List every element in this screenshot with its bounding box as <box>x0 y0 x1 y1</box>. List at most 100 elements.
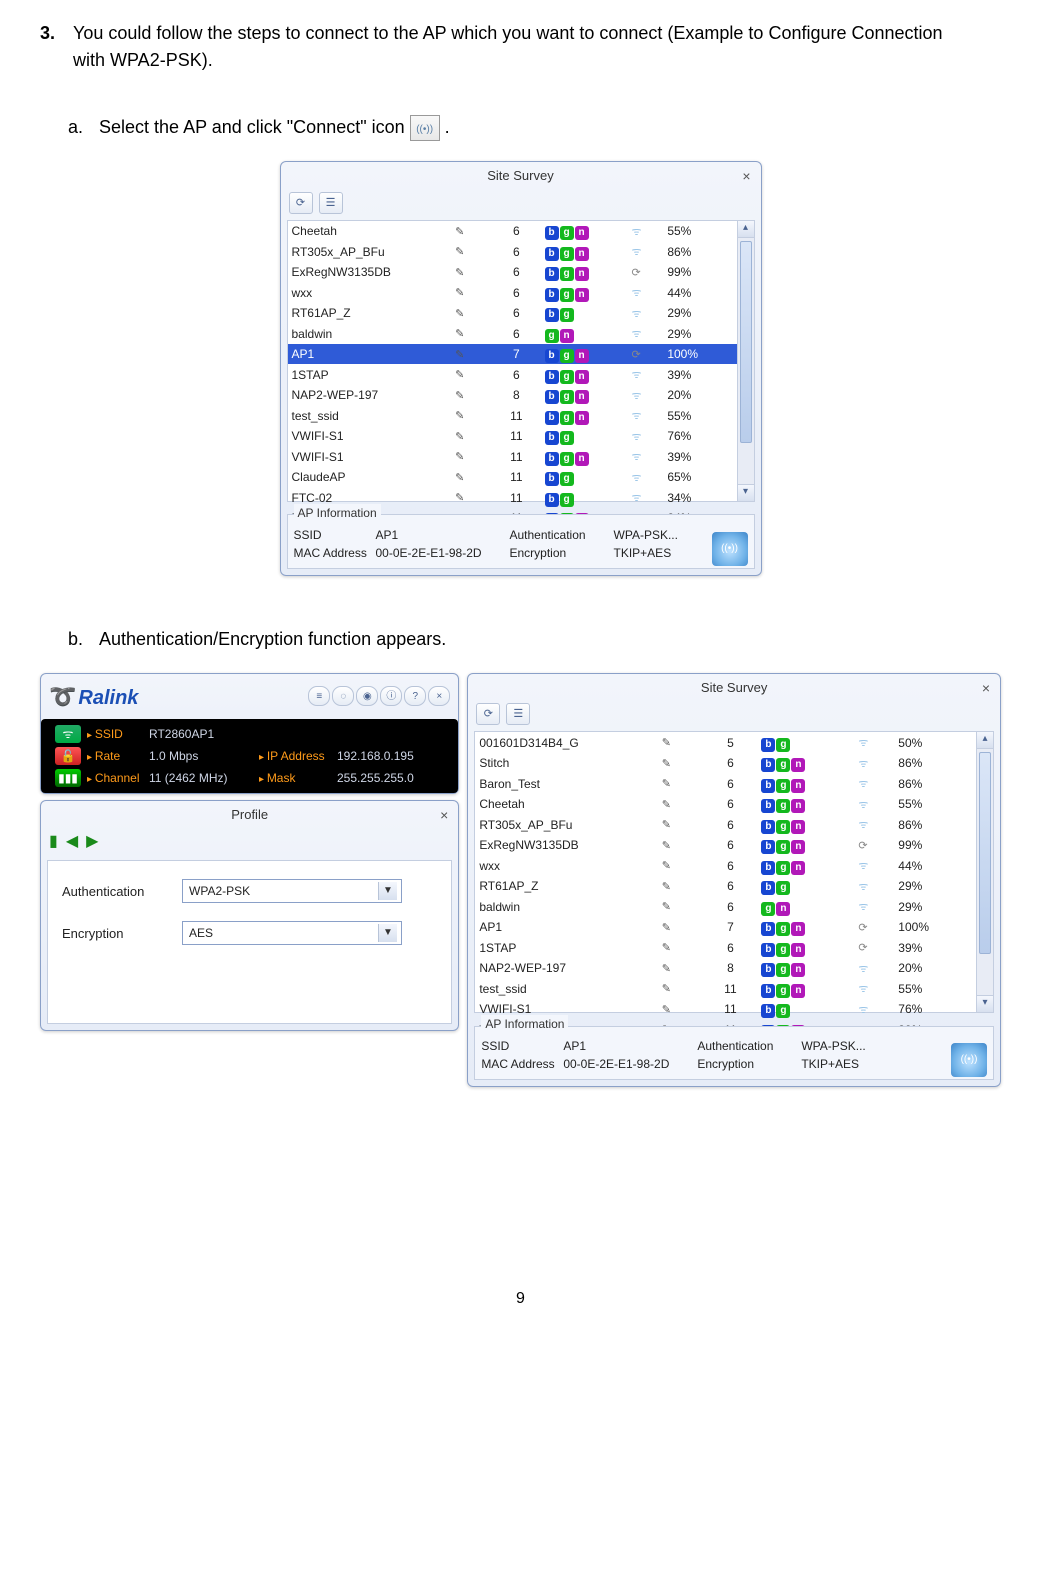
scroll-down-icon[interactable]: ▾ <box>738 484 754 501</box>
profile-body: Authentication WPA2-PSK ▼ Encryption AES… <box>47 860 452 1024</box>
back-start-icon[interactable]: ▮ <box>49 830 58 854</box>
signal-cell: 29% <box>663 303 737 324</box>
mode-icon: ✎ <box>451 303 492 324</box>
scroll-up-icon[interactable]: ▴ <box>738 221 754 238</box>
pills-cell: bgn <box>757 814 854 835</box>
channel-cell: 6 <box>492 241 541 262</box>
chevron-down-icon: ▼ <box>378 924 397 942</box>
table-row[interactable]: NAP2-WEP-197✎8bgnᯤ20% <box>288 385 738 406</box>
channel-cell: 11 <box>703 999 757 1020</box>
table-row[interactable]: Cheetah✎6bgnᯤ55% <box>475 794 977 815</box>
rate-value: 1.0 Mbps <box>149 747 259 765</box>
signal-cell: 86% <box>663 241 737 262</box>
mode-icon: ✎ <box>451 426 492 447</box>
signal-icon: ᯤ <box>858 860 868 872</box>
table-row[interactable]: 1STAP✎6bgn⟳39% <box>475 937 977 958</box>
substep-a-pre: Select the AP and click "Connect" icon <box>99 117 410 137</box>
auth-select[interactable]: WPA2-PSK ▼ <box>182 879 402 903</box>
list-view-button[interactable]: ☰ <box>506 703 530 725</box>
refresh-button[interactable]: ⟳ <box>476 703 500 725</box>
signal-cell: 99% <box>663 262 737 283</box>
table-row[interactable]: 1STAP✎6bgnᯤ39% <box>288 364 738 385</box>
ssid-cell: ClaudeAP <box>288 467 452 488</box>
enc-label: Encryption <box>62 924 182 944</box>
table-row[interactable]: wxx✎6bgnᯤ44% <box>288 282 738 303</box>
forward-icon[interactable]: ▶ <box>86 830 98 854</box>
pills-cell: bgn <box>757 937 854 958</box>
table-row[interactable]: Baron_Test✎6bgnᯤ86% <box>475 773 977 794</box>
table-row[interactable]: Stitch✎6bgnᯤ86% <box>475 753 977 774</box>
ip-label: IP Address <box>259 747 337 765</box>
ssid-cell: test_ssid <box>475 978 657 999</box>
close-icon[interactable]: × <box>982 678 990 699</box>
table-row[interactable]: wxx✎6bgnᯤ44% <box>475 855 977 876</box>
hdr-icon-4[interactable]: ⓘ <box>380 686 402 706</box>
table-row[interactable]: baldwin✎6gnᯤ29% <box>475 896 977 917</box>
table-row[interactable]: test_ssid✎11bgnᯤ55% <box>475 978 977 999</box>
scroll-thumb[interactable] <box>740 241 752 443</box>
auth-value: WPA2-PSK <box>189 882 250 900</box>
table-row[interactable]: RT61AP_Z✎6bgᯤ29% <box>475 876 977 897</box>
channel-cell: 11 <box>492 426 541 447</box>
antenna-icon: ᯤ <box>55 725 81 743</box>
close-icon[interactable]: × <box>440 805 448 826</box>
table-row[interactable]: VWIFI-S1✎11bgnᯤ39% <box>288 446 738 467</box>
table-row[interactable]: VWIFI-S1✎11bgᯤ76% <box>288 426 738 447</box>
pills-cell: bgn <box>757 753 854 774</box>
lock-cell: ᯤ <box>628 241 664 262</box>
hdr-icon-3[interactable]: ◉ <box>356 686 378 706</box>
signal-icon: ᯤ <box>858 983 868 995</box>
substep-b-number: b. <box>68 626 94 653</box>
refresh-button[interactable]: ⟳ <box>289 192 313 214</box>
signal-icon: ᯤ <box>858 799 868 811</box>
table-row[interactable]: ExRegNW3135DB✎6bgn⟳99% <box>288 262 738 283</box>
mac-label: MAC Address <box>294 544 372 562</box>
mode-icon: ✎ <box>658 917 704 938</box>
signal-cell: 86% <box>894 773 977 794</box>
channel-cell: 6 <box>492 262 541 283</box>
table-row[interactable]: ClaudeAP✎11bgᯤ65% <box>288 467 738 488</box>
table-row[interactable]: baldwin✎6gnᯤ29% <box>288 323 738 344</box>
table-row[interactable]: RT305x_AP_BFu✎6bgnᯤ86% <box>475 814 977 835</box>
scroll-up-icon[interactable]: ▴ <box>977 732 993 749</box>
ap-list[interactable]: Cheetah✎6bgnᯤ55%RT305x_AP_BFu✎6bgnᯤ86%Ex… <box>287 220 755 502</box>
table-row[interactable]: ExRegNW3135DB✎6bgn⟳99% <box>475 835 977 856</box>
channel-cell: 6 <box>703 937 757 958</box>
scrollbar[interactable]: ▴ ▾ <box>976 732 993 1012</box>
mode-icon: ✎ <box>451 262 492 283</box>
signal-cell: 20% <box>663 385 737 406</box>
ssid-cell: 1STAP <box>475 937 657 958</box>
table-row[interactable]: RT305x_AP_BFu✎6bgnᯤ86% <box>288 241 738 262</box>
enc-select[interactable]: AES ▼ <box>182 921 402 945</box>
scroll-thumb[interactable] <box>979 752 991 954</box>
hdr-close-icon[interactable]: × <box>428 686 450 706</box>
scrollbar[interactable]: ▴ ▾ <box>737 221 754 501</box>
close-icon[interactable]: × <box>742 166 750 187</box>
signal-cell: 39% <box>663 364 737 385</box>
table-row[interactable]: test_ssid✎11bgnᯤ55% <box>288 405 738 426</box>
substep-b-text: Authentication/Encryption function appea… <box>99 626 446 653</box>
table-row[interactable]: NAP2-WEP-197✎8bgnᯤ20% <box>475 958 977 979</box>
back-icon[interactable]: ◀ <box>66 830 78 854</box>
pills-cell: bgn <box>541 446 628 467</box>
scroll-down-icon[interactable]: ▾ <box>977 995 993 1012</box>
table-row[interactable]: AP1✎7bgn⟳100% <box>475 917 977 938</box>
channel-cell: 6 <box>492 364 541 385</box>
lock-cell: ⟳ <box>854 835 894 856</box>
substep-a-number: a. <box>68 114 94 141</box>
table-row[interactable]: RT61AP_Z✎6bgᯤ29% <box>288 303 738 324</box>
table-row[interactable]: 001601D314B4_G✎5bgᯤ50% <box>475 732 977 753</box>
table-row[interactable]: AP1✎7bgn⟳100% <box>288 344 738 365</box>
lock-cell: ᯤ <box>854 753 894 774</box>
hdr-icon-1[interactable]: ≡ <box>308 686 330 706</box>
signal-icon: ᯤ <box>632 492 642 504</box>
table-row[interactable]: Cheetah✎6bgnᯤ55% <box>288 221 738 242</box>
chan-label: Channel <box>87 769 149 787</box>
list-view-button[interactable]: ☰ <box>319 192 343 214</box>
hdr-icon-2[interactable]: ◌ <box>332 686 354 706</box>
lock-cell: ᯤ <box>628 426 664 447</box>
mode-icon: ✎ <box>658 978 704 999</box>
lock-cell: ᯤ <box>854 978 894 999</box>
ap-list[interactable]: 001601D314B4_G✎5bgᯤ50%Stitch✎6bgnᯤ86%Bar… <box>474 731 994 1013</box>
hdr-help-icon[interactable]: ? <box>404 686 426 706</box>
